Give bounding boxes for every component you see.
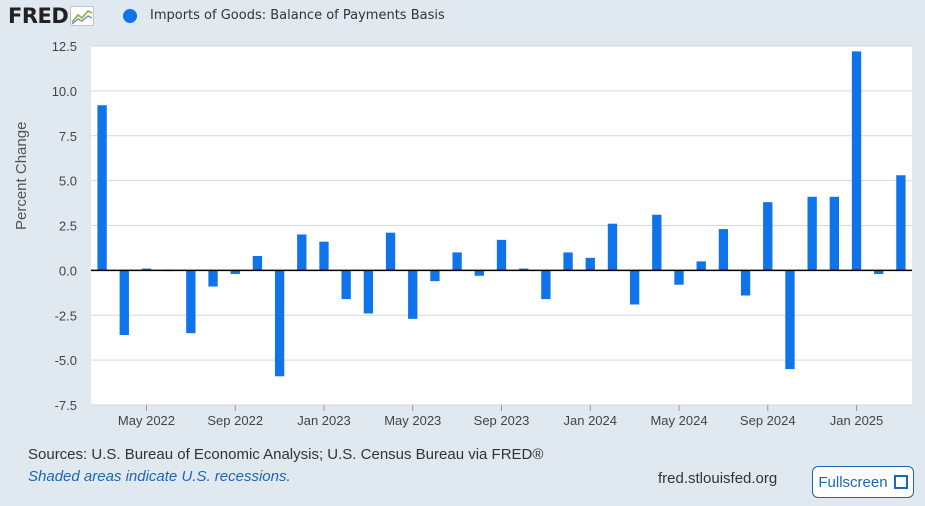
bar — [585, 257, 595, 271]
chart-header: FRED Imports of Goods: Balance of Paymen… — [0, 0, 925, 34]
y-tick-label: 12.5 — [52, 39, 77, 54]
bar — [363, 270, 374, 314]
fullscreen-label: Fullscreen — [818, 473, 888, 491]
x-tick-label: Sep 2022 — [207, 413, 263, 428]
bar — [230, 270, 240, 274]
x-tick-label: Jan 2025 — [830, 413, 884, 428]
bar — [563, 252, 573, 271]
bar — [718, 229, 729, 271]
bar — [851, 51, 862, 271]
bar — [341, 270, 351, 300]
bar — [896, 175, 906, 271]
bar — [252, 256, 263, 271]
bar — [208, 270, 218, 287]
y-tick-label: -7.5 — [55, 398, 77, 413]
bar-chart: 12.5 10.0 7.5 5.0 2.5 0.0 -2.5 -5.0 -7.5 May 2022… — [52, 39, 912, 428]
x-tick-label: May 2022 — [118, 413, 175, 428]
legend-swatch — [123, 8, 137, 23]
bar — [785, 270, 795, 370]
bar — [629, 270, 640, 305]
chart-legend: Imports of Goods: Balance of Payments Ba… — [123, 8, 445, 23]
y-tick-label: 2.5 — [59, 219, 77, 234]
bar — [319, 241, 329, 271]
bar — [141, 268, 152, 271]
bar — [874, 270, 884, 274]
x-tick-label: Sep 2023 — [474, 413, 530, 428]
bar — [274, 270, 285, 377]
bar — [519, 268, 529, 271]
fullscreen-button[interactable]: Fullscreen — [812, 466, 914, 498]
bar — [119, 270, 129, 335]
bar — [97, 105, 107, 271]
bar — [696, 261, 706, 271]
y-tick-label: 10.0 — [52, 84, 77, 99]
y-tick-label: -5.0 — [55, 353, 77, 368]
bar — [807, 196, 817, 271]
bar — [674, 270, 684, 285]
x-tick-label: May 2023 — [384, 413, 441, 428]
bar — [829, 196, 839, 271]
x-tick-label: Sep 2024 — [740, 413, 796, 428]
bar — [186, 270, 196, 334]
y-axis-title: Percent Change — [13, 121, 30, 230]
recession-note: Shaded areas indicate U.S. recessions. — [28, 468, 291, 485]
bar — [541, 270, 551, 300]
x-tick-label: Jan 2023 — [297, 413, 351, 428]
y-tick-label: -2.5 — [55, 308, 77, 323]
site-url[interactable]: fred.stlouisfed.org — [658, 470, 778, 487]
fullscreen-icon — [893, 475, 908, 489]
sources-note: Sources: U.S. Bureau of Economic Analysi… — [28, 446, 544, 463]
legend-label: Imports of Goods: Balance of Payments Ba… — [150, 8, 445, 23]
logo-text: FRED — [8, 4, 69, 28]
bar — [297, 234, 307, 271]
bar — [430, 270, 440, 282]
x-tick-label: Jan 2024 — [564, 413, 618, 428]
bar — [652, 214, 662, 271]
bar — [474, 270, 484, 276]
bar — [763, 202, 773, 271]
x-tick-label: May 2024 — [650, 413, 707, 428]
bar — [452, 252, 462, 271]
y-tick-label: 0.0 — [59, 263, 77, 278]
bar — [607, 223, 618, 271]
bar — [740, 270, 751, 296]
fred-logo[interactable]: FRED — [8, 4, 95, 28]
y-tick-label: 7.5 — [59, 129, 77, 144]
fred-logo-graph-icon — [70, 6, 95, 26]
bar — [496, 239, 507, 271]
bar — [385, 232, 396, 271]
y-tick-label: 5.0 — [59, 174, 77, 189]
bar — [408, 270, 418, 319]
